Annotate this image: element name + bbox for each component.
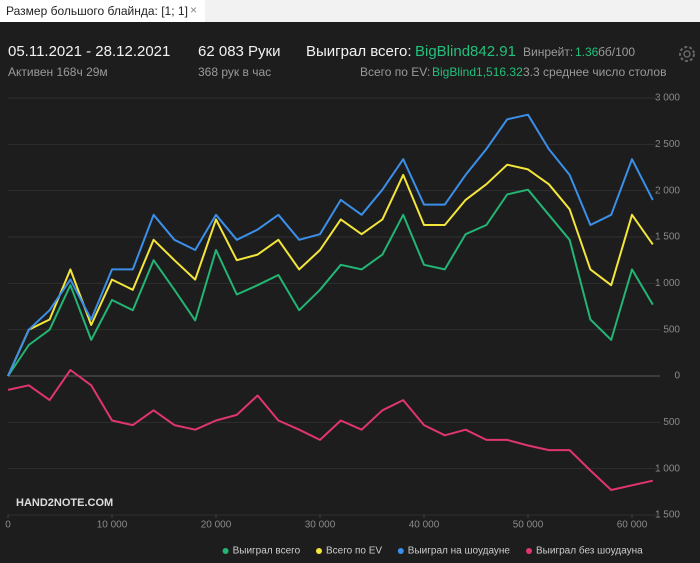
y-tick-label: 1 500 bbox=[655, 232, 680, 243]
tab-close[interactable]: × bbox=[190, 3, 198, 17]
y-tick-label: 3 000 bbox=[655, 93, 680, 104]
tab-bar: Размер большого блайнда: [1; 1] × bbox=[0, 0, 700, 22]
date-range: 05.11.2021 - 28.12.2021 bbox=[8, 43, 171, 60]
legend-label: Выиграл всего bbox=[233, 546, 301, 557]
legend-marker bbox=[316, 548, 322, 554]
x-tick-label: 20 000 bbox=[201, 520, 232, 531]
logo: HAND2NOTE.COM bbox=[16, 497, 113, 509]
legend-label: Выиграл без шоудауна bbox=[536, 545, 643, 557]
winrate-label: Винрейт: bbox=[523, 45, 574, 59]
y-tick-label: 500 bbox=[663, 324, 680, 335]
y-tick-label: 1 000 bbox=[655, 278, 680, 289]
legend-marker bbox=[397, 548, 404, 554]
hands: 62 083 Руки bbox=[198, 43, 281, 60]
x-tick-label: 30 000 bbox=[305, 520, 336, 531]
x-tick-label: 0 bbox=[5, 520, 11, 531]
x-tick-label: 40 000 bbox=[409, 520, 440, 531]
winrate-value: 1.36 bbox=[575, 45, 599, 59]
series-line bbox=[7, 113, 654, 377]
series-line bbox=[7, 369, 654, 491]
y-tick-label: 0 bbox=[674, 371, 680, 382]
ev-value: BigBlind1,516.32 bbox=[432, 65, 523, 79]
tab-title: Размер большого блайнда: [1; 1] bbox=[6, 4, 188, 18]
y-tick-label: 2 000 bbox=[655, 185, 680, 196]
active-time: Активен 168ч 29м bbox=[8, 65, 108, 79]
x-tick-label: 60 000 bbox=[617, 520, 648, 531]
y-tick-label: 1 500 bbox=[655, 510, 680, 521]
hands-per-hour: 368 рук в час bbox=[198, 65, 272, 79]
won-value: BigBlind842.91 bbox=[415, 43, 516, 60]
tab[interactable]: Размер большого блайнда: [1; 1] × bbox=[0, 0, 205, 22]
y-tick-label: 500 bbox=[663, 417, 680, 428]
y-tick-label: 1 000 bbox=[655, 463, 680, 474]
won-label: Выиграл всего: bbox=[306, 43, 412, 60]
legend-label: Всего по EV bbox=[326, 546, 382, 557]
x-tick-label: 10 000 bbox=[97, 520, 128, 531]
legend-marker bbox=[222, 548, 229, 554]
tables: 3.3 среднее число столов bbox=[523, 65, 667, 79]
x-tick-label: 50 000 bbox=[513, 520, 544, 531]
y-tick-label: 2 500 bbox=[655, 139, 680, 150]
settings-icon[interactable] bbox=[677, 44, 697, 64]
ev-label: Всего по EV: bbox=[360, 65, 431, 79]
legend-label: Выиграл на шоудауне bbox=[408, 546, 511, 557]
winrate-unit: бб/100 bbox=[598, 45, 636, 59]
series-line bbox=[7, 163, 654, 377]
legend-marker bbox=[526, 548, 532, 554]
series-line bbox=[7, 188, 654, 377]
